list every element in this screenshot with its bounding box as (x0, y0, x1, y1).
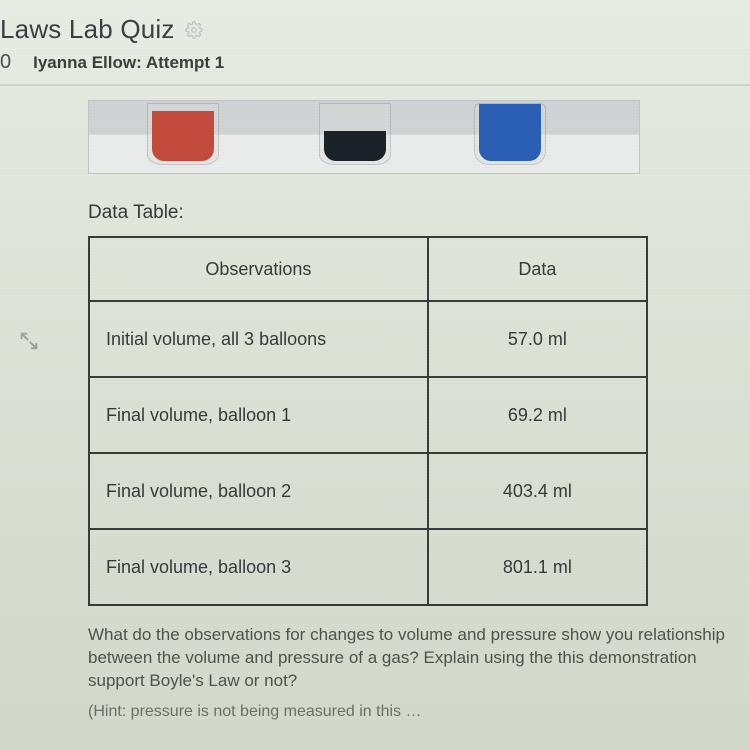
cup-red (147, 103, 219, 165)
demo-image (88, 100, 640, 174)
cell-val: 801.1 ml (428, 529, 647, 605)
table-title: Data Table: (88, 202, 660, 224)
question-text: What do the observations for changes to … (88, 624, 748, 693)
table-row: Final volume, balloon 1 69.2 ml (89, 377, 647, 453)
cell-val: 57.0 ml (428, 301, 647, 377)
title-row: Laws Lab Quiz (0, 14, 750, 45)
cell-val: 69.2 ml (428, 377, 647, 453)
cell-val: 403.4 ml (428, 453, 647, 529)
cell-obs: Final volume, balloon 3 (89, 529, 428, 605)
divider (0, 84, 750, 86)
liquid-dark (324, 131, 386, 161)
page-title: Laws Lab Quiz (0, 14, 175, 45)
table-row: Final volume, balloon 2 403.4 ml (89, 453, 647, 529)
student-attempt: Iyanna Ellow: Attempt 1 (33, 53, 224, 73)
sub-header: 0 Iyanna Ellow: Attempt 1 (0, 51, 750, 74)
quiz-page: Laws Lab Quiz 0 Iyanna Ellow: Attempt 1 … (0, 0, 750, 750)
data-table: Observations Data Initial volume, all 3 … (88, 236, 648, 606)
table-header-row: Observations Data (89, 237, 647, 301)
table-row: Final volume, balloon 3 801.1 ml (89, 529, 647, 605)
cell-obs: Initial volume, all 3 balloons (89, 301, 428, 377)
table-row: Initial volume, all 3 balloons 57.0 ml (89, 301, 647, 377)
attempt-number: 0 (0, 51, 11, 74)
cup-dark (319, 103, 391, 165)
resize-icon[interactable] (18, 330, 40, 352)
col-observations: Observations (89, 237, 428, 301)
cell-obs: Final volume, balloon 1 (89, 377, 428, 453)
liquid-red (152, 111, 214, 161)
col-data: Data (428, 237, 647, 301)
cup-blue (474, 103, 546, 165)
liquid-blue (479, 103, 541, 161)
cell-obs: Final volume, balloon 2 (89, 453, 428, 529)
question-hint: (Hint: pressure is not being measured in… (88, 703, 660, 721)
gear-icon[interactable] (185, 21, 203, 39)
question-content: Data Table: Observations Data Initial vo… (0, 100, 660, 721)
